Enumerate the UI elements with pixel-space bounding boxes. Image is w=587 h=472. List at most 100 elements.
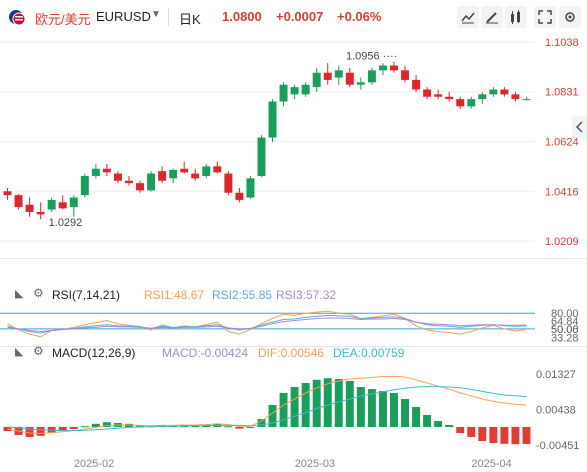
macd-chart[interactable]: 2025-02 2025-03 2025-04 0.01327 0.00438 -0.00… bbox=[0, 363, 587, 472]
candle-body bbox=[378, 65, 387, 71]
macd-bar bbox=[279, 393, 288, 427]
expand-button[interactable] bbox=[534, 6, 556, 28]
macd-tick-label: 0.01327 bbox=[536, 369, 576, 381]
price-tick-label: 1.1038 bbox=[545, 37, 579, 49]
draw-button[interactable] bbox=[481, 6, 503, 28]
macd-bar bbox=[356, 387, 365, 427]
price-change-percent: +0.06% bbox=[337, 9, 382, 24]
candle-body bbox=[136, 183, 144, 191]
candle-body bbox=[224, 173, 233, 193]
header-bar: 欧元/美元 EURUSD ▼ 日K 1.0800 +0.0007 +0.06% bbox=[0, 0, 587, 34]
rsi-tick-label: 80.00 bbox=[551, 308, 579, 320]
rsi1-value: RSI1:48.67 bbox=[144, 288, 205, 302]
collapse-panel-button[interactable] bbox=[572, 116, 587, 138]
line-chart-button[interactable] bbox=[457, 6, 479, 28]
candle-body bbox=[323, 72, 332, 80]
macd-bar bbox=[80, 426, 89, 428]
candle-body bbox=[147, 173, 156, 191]
line-chart-icon bbox=[461, 12, 475, 24]
candlestick-chart[interactable]: 1.1038 1.0831 1.0624 1.0416 1.0209 1.0956 ···… bbox=[0, 34, 587, 256]
macd-bar bbox=[401, 399, 409, 427]
chevron-down-icon[interactable]: ▼ bbox=[151, 9, 161, 20]
macd-bar bbox=[290, 387, 299, 427]
x-tick-label: 2025-03 bbox=[295, 458, 335, 470]
macd-bar bbox=[511, 427, 520, 445]
symbol-code[interactable]: EURUSD bbox=[96, 9, 151, 24]
macd-bar bbox=[467, 427, 476, 437]
rsi-tick-label: 33.28 bbox=[551, 333, 579, 345]
candle-body bbox=[213, 166, 222, 173]
price-tick-label: 1.0416 bbox=[545, 186, 579, 198]
candle-body bbox=[268, 101, 277, 138]
low-annotation: 1.0292 bbox=[49, 217, 83, 229]
macd-title: MACD(12,26,9) bbox=[52, 346, 136, 360]
rsi-legend-row: ◣ ⚙ RSI(7,14,21) RSI1:48.67 RSI2:55.85 R… bbox=[0, 286, 587, 305]
candle-body bbox=[102, 168, 111, 173]
collapse-icon[interactable]: ◣ bbox=[15, 346, 24, 358]
macd-bar bbox=[323, 378, 332, 427]
panel-separator bbox=[0, 258, 587, 259]
macd-bar bbox=[224, 426, 233, 428]
indicator-icon bbox=[511, 10, 520, 24]
rsi2-value: RSI2:55.85 bbox=[212, 288, 273, 302]
gear-icon[interactable]: ⚙ bbox=[33, 344, 44, 358]
macd-bar bbox=[489, 427, 498, 443]
candle-body bbox=[3, 191, 12, 196]
collapse-icon[interactable]: ◣ bbox=[15, 288, 24, 300]
macd-bar bbox=[456, 427, 465, 433]
macd-legend-row: ◣ ⚙ MACD(12,26,9) MACD:-0.00424 DIF:0.00… bbox=[0, 344, 587, 363]
panel-separator bbox=[0, 346, 587, 347]
eu-us-flag-icon bbox=[9, 10, 26, 26]
macd-bar bbox=[268, 405, 277, 427]
price-tick-label: 1.0209 bbox=[545, 236, 579, 248]
settings-button[interactable] bbox=[559, 6, 581, 28]
symbol-name[interactable]: 欧元/美元 bbox=[35, 12, 91, 27]
macd-bar bbox=[36, 427, 45, 436]
candle-body bbox=[401, 70, 409, 80]
candle-body bbox=[301, 84, 310, 95]
candle-body bbox=[202, 166, 211, 176]
macd-bar bbox=[334, 379, 343, 427]
macd-tick-label: -0.00451 bbox=[536, 440, 579, 452]
macd-bar bbox=[412, 407, 421, 427]
candle-body bbox=[235, 192, 244, 200]
macd-bar bbox=[378, 391, 387, 427]
candle-body bbox=[412, 79, 421, 90]
candle-body bbox=[58, 202, 67, 209]
candle-body bbox=[522, 99, 531, 101]
macd-bar bbox=[257, 419, 266, 427]
macd-bar bbox=[522, 427, 531, 444]
rsi-tick-label: 50.06 bbox=[551, 324, 579, 336]
rsi-line-1 bbox=[7, 310, 527, 338]
dea-value: DEA:0.00759 bbox=[333, 346, 405, 360]
settings-icon bbox=[565, 12, 575, 22]
rsi-tick-label: 50.00 bbox=[551, 324, 579, 336]
macd-bar bbox=[478, 427, 487, 441]
indicator-button[interactable] bbox=[505, 6, 527, 28]
dif-value: DIF:0.00546 bbox=[258, 346, 325, 360]
x-tick-label: 2025-02 bbox=[74, 458, 114, 470]
candle-body bbox=[158, 171, 167, 181]
divider bbox=[168, 8, 169, 26]
candle-body bbox=[36, 211, 45, 215]
candle-body bbox=[356, 82, 365, 85]
macd-bar bbox=[246, 427, 255, 428]
gear-icon[interactable]: ⚙ bbox=[33, 286, 44, 300]
candle-body bbox=[478, 94, 487, 100]
candle-body bbox=[500, 89, 509, 95]
candle-body bbox=[80, 175, 89, 196]
period-selector[interactable]: 日K bbox=[179, 12, 201, 27]
candle-body bbox=[47, 199, 56, 210]
candle-body bbox=[489, 89, 498, 95]
macd-bar bbox=[390, 393, 398, 427]
macd-bar bbox=[102, 422, 111, 427]
draw-icon bbox=[486, 12, 498, 24]
rsi-line-3 bbox=[7, 317, 527, 333]
x-tick-label: 2025-04 bbox=[471, 458, 511, 470]
candle-body bbox=[312, 72, 321, 88]
dif-line bbox=[7, 375, 527, 434]
macd-value: MACD:-0.00424 bbox=[162, 346, 249, 360]
candle-body bbox=[169, 169, 178, 179]
candle-body bbox=[367, 70, 376, 83]
